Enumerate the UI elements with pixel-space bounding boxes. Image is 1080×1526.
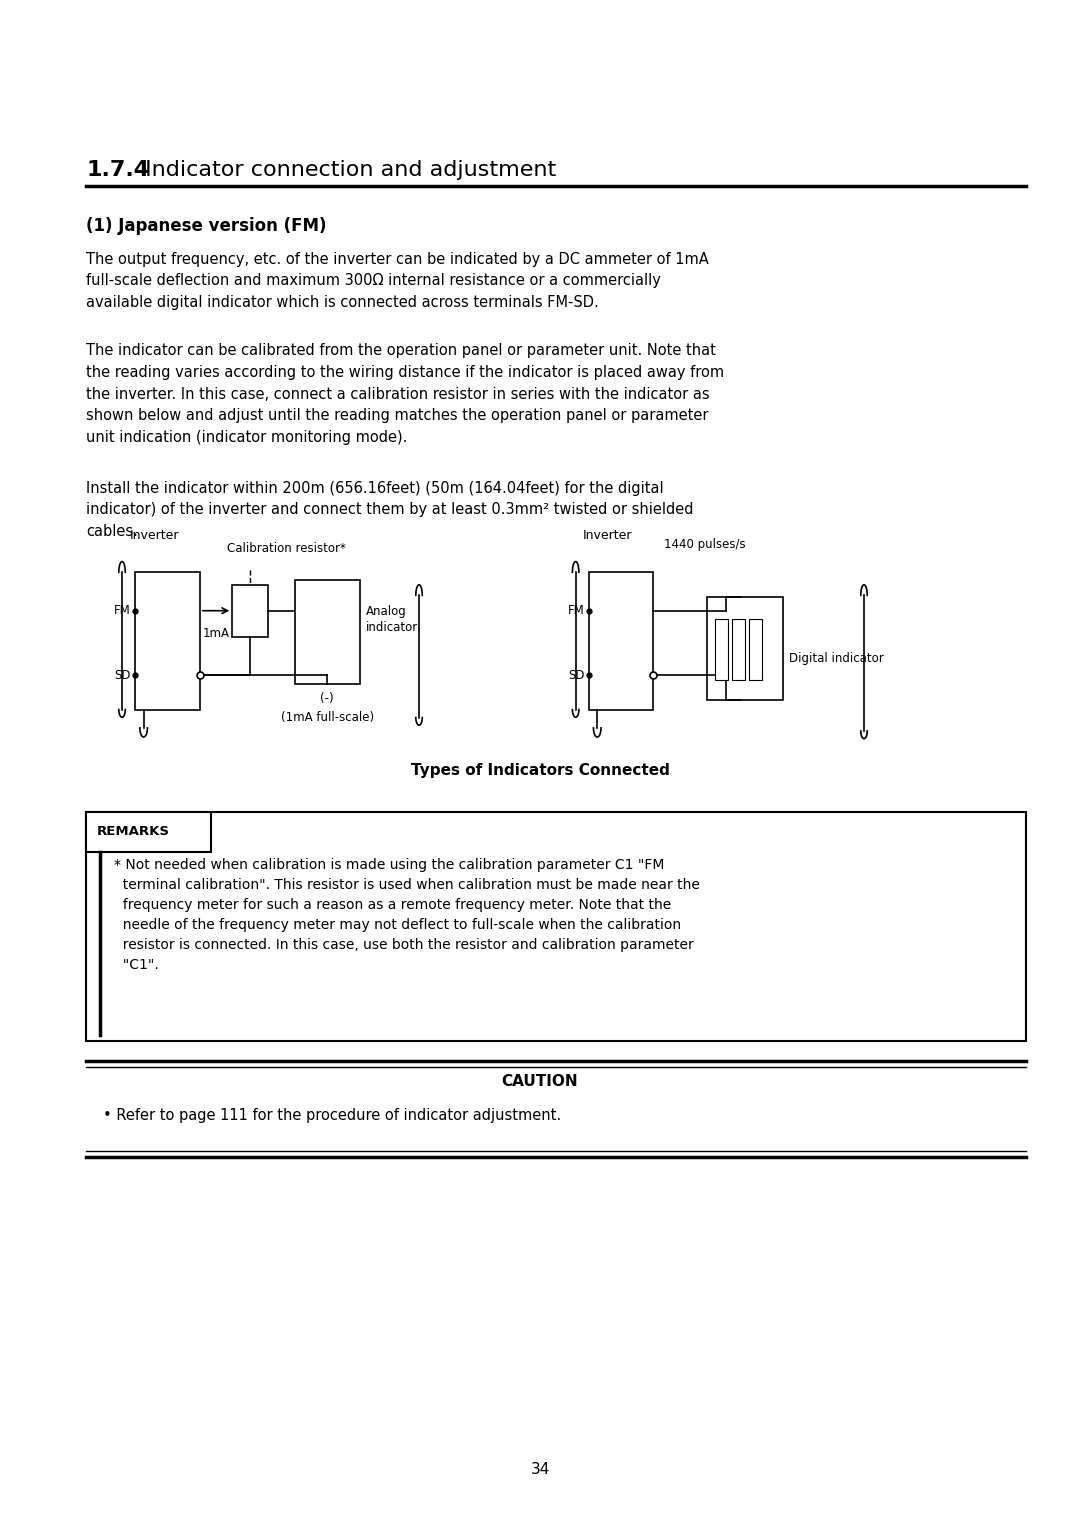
Text: FM: FM <box>567 604 584 617</box>
Bar <box>715 620 728 679</box>
Text: Analog
indicator: Analog indicator <box>366 606 418 635</box>
Bar <box>86 812 1026 1041</box>
Text: REMARKS: REMARKS <box>97 826 171 838</box>
Text: 1.7.4: 1.7.4 <box>86 160 149 180</box>
Text: The output frequency, etc. of the inverter can be indicated by a DC ammeter of 1: The output frequency, etc. of the invert… <box>86 252 710 310</box>
Text: * Not needed when calibration is made using the calibration parameter C1 "FM
  t: * Not needed when calibration is made us… <box>114 858 700 972</box>
Text: (+): (+) <box>297 592 316 604</box>
Text: SD: SD <box>114 668 131 682</box>
Text: Inverter: Inverter <box>130 528 179 542</box>
Bar <box>707 597 783 700</box>
Bar <box>135 572 200 710</box>
Text: 1440 pulses/s: 1440 pulses/s <box>664 537 746 551</box>
Text: Install the indicator within 200m (656.16feet) (50m (164.04feet) for the digital: Install the indicator within 200m (656.1… <box>86 481 693 539</box>
Text: FM: FM <box>113 604 131 617</box>
Text: Inverter: Inverter <box>583 528 633 542</box>
Text: (1mA full-scale): (1mA full-scale) <box>281 711 374 725</box>
Bar <box>232 584 268 636</box>
Text: (-): (-) <box>321 691 334 705</box>
Text: CAUTION: CAUTION <box>502 1074 578 1090</box>
Bar <box>86 812 211 852</box>
Text: (1) Japanese version (FM): (1) Japanese version (FM) <box>86 217 327 235</box>
Bar <box>295 580 360 684</box>
Text: The indicator can be calibrated from the operation panel or parameter unit. Note: The indicator can be calibrated from the… <box>86 343 725 444</box>
Text: Calibration resistor*: Calibration resistor* <box>227 542 346 555</box>
Bar <box>750 620 761 679</box>
Text: SD: SD <box>568 668 584 682</box>
Text: 1mA: 1mA <box>203 627 230 641</box>
Text: Digital indicator: Digital indicator <box>789 653 885 665</box>
Text: Indicator connection and adjustment: Indicator connection and adjustment <box>138 160 556 180</box>
Bar <box>732 620 745 679</box>
Bar <box>589 572 653 710</box>
Text: 34: 34 <box>530 1462 550 1477</box>
Text: • Refer to page 111 for the procedure of indicator adjustment.: • Refer to page 111 for the procedure of… <box>103 1108 561 1123</box>
Text: Types of Indicators Connected: Types of Indicators Connected <box>410 763 670 778</box>
